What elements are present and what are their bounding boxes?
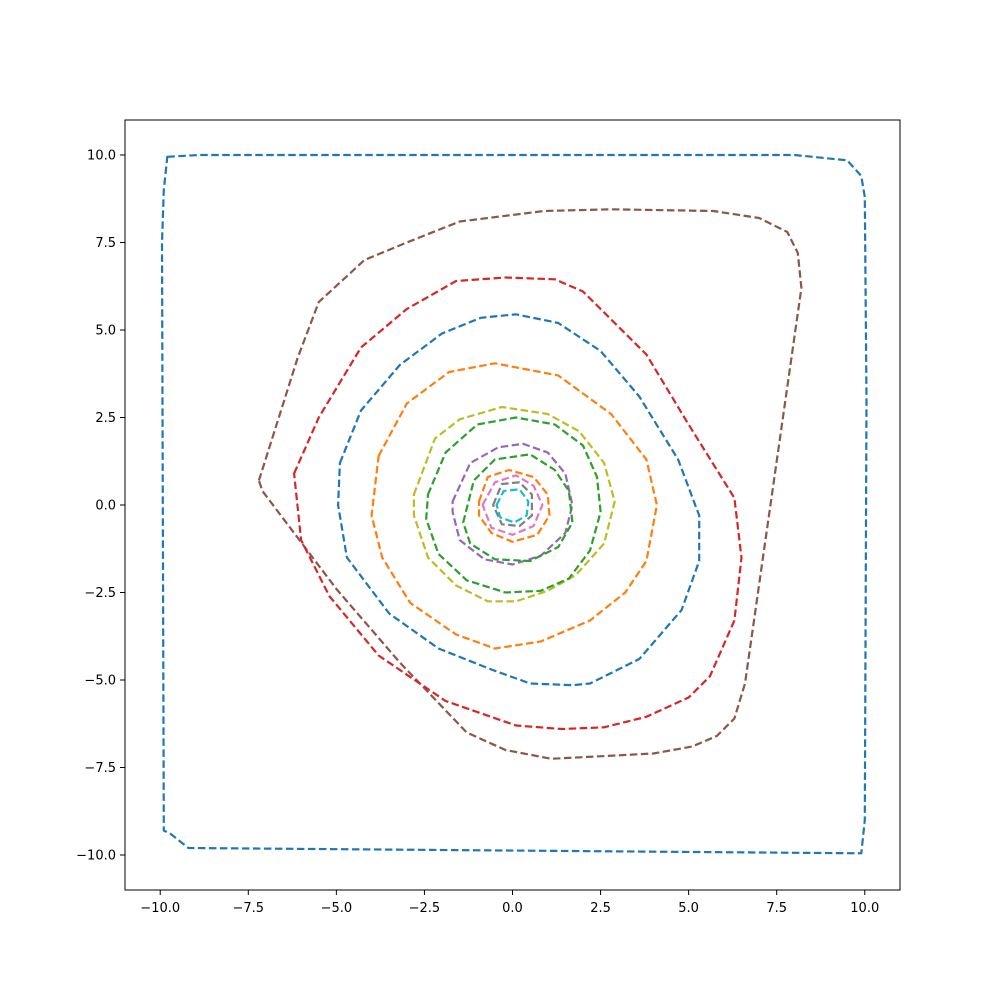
contour-line-3	[293, 276, 743, 731]
contour-line-8	[451, 442, 574, 566]
contour-line-13	[495, 488, 530, 524]
x-tick-label: −5.0	[321, 901, 353, 916]
x-tick-label: −7.5	[233, 901, 265, 916]
contour-line-4	[337, 313, 701, 687]
x-tick-label: −10.0	[140, 901, 180, 916]
contour-line-10	[477, 468, 551, 543]
x-tick-label: 2.5	[590, 901, 611, 916]
y-tick-label: 7.5	[95, 236, 116, 251]
y-tick-label: −2.5	[84, 586, 116, 601]
contour-line-11	[481, 474, 544, 536]
contour-line-7	[425, 416, 602, 594]
contour-line-12	[492, 481, 534, 528]
y-tick-label: 10.0	[87, 149, 116, 164]
x-tick-label: 10.0	[850, 901, 879, 916]
y-tick-label: −7.5	[84, 761, 116, 776]
y-axis: 10.0 7.5 5.0 2.5 0.0 −2.5 −5.0 −7.5 −10.0	[76, 149, 125, 864]
y-tick-label: 0.0	[95, 499, 116, 514]
y-tick-label: 5.0	[95, 324, 116, 339]
y-tick-label: −10.0	[76, 849, 116, 864]
y-tick-label: −5.0	[84, 674, 116, 689]
x-tick-label: 7.5	[766, 901, 787, 916]
contour-line-1	[160, 153, 868, 855]
x-axis: −10.0 −7.5 −5.0 −2.5 0.0 2.5 5.0 7.5 10.0	[140, 890, 879, 916]
contour-line-9	[462, 453, 574, 563]
x-tick-label: 0.0	[502, 901, 523, 916]
x-tick-label: 5.0	[678, 901, 699, 916]
series-layer	[160, 153, 868, 855]
contour-line-5	[370, 362, 659, 650]
x-tick-label: −2.5	[409, 901, 441, 916]
contour-line-2	[257, 208, 803, 760]
y-tick-label: 2.5	[95, 411, 116, 426]
